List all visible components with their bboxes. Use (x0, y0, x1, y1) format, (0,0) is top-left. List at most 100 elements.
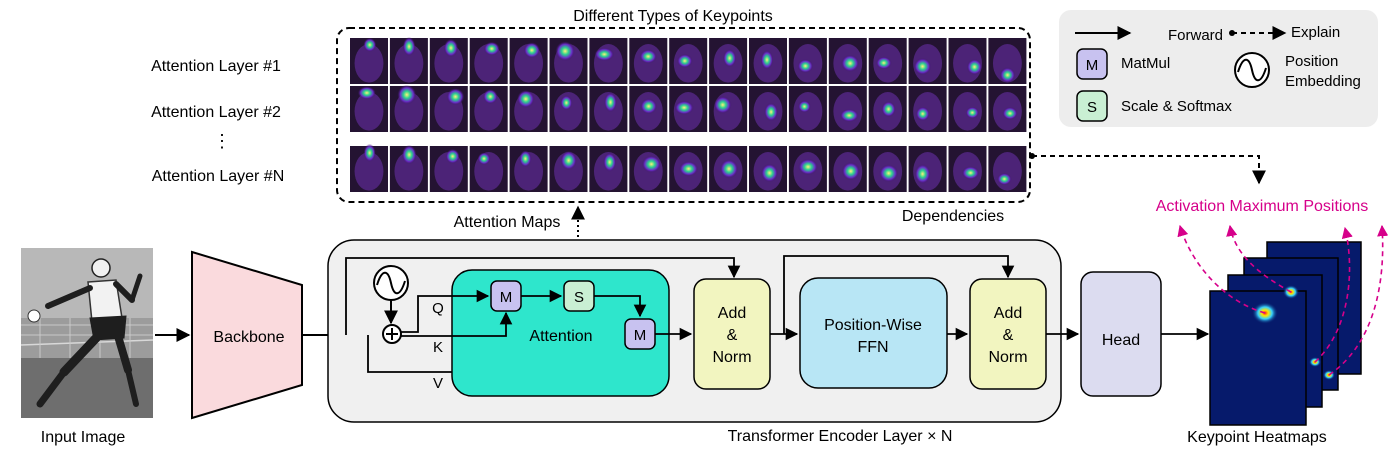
attention-maps-frame (336, 27, 1031, 203)
attention-map-thumbnail (828, 86, 867, 132)
softmax-legend-symbol (1076, 90, 1108, 122)
legend-explain: Explain (1291, 24, 1340, 41)
attention-map-thumbnail (828, 146, 867, 192)
attention-map-thumbnail (669, 146, 708, 192)
attention-label: Attention (529, 328, 592, 345)
attention-map-thumbnail (709, 146, 748, 192)
attention-map-thumbnail (709, 86, 748, 132)
v-label: V (433, 375, 443, 392)
activation-arrow-3 (1314, 226, 1353, 363)
encoder-layer-label: Transformer Encoder Layer × N (728, 428, 953, 445)
activation-arrow-2 (1226, 224, 1292, 293)
residual-path-1 (345, 257, 741, 335)
attention-map-thumbnail (589, 86, 628, 132)
attention-map-thumbnail (629, 86, 668, 132)
legend-softmax: Scale & Softmax (1121, 98, 1232, 115)
attention-map-thumbnail (788, 86, 827, 132)
attention-map-thumbnail (948, 146, 987, 192)
attention-map-thumbnail (549, 86, 588, 132)
attention-map-thumbnail (429, 146, 468, 192)
attention-layer-2-label: Attention Layer #2 (151, 104, 281, 121)
dependencies-explain-arrow (1032, 155, 1266, 185)
attention-map-thumbnail (429, 38, 468, 84)
legend-position-embedding-line2: Embedding (1285, 73, 1361, 90)
attention-map-thumbnail (589, 146, 628, 192)
add-norm-2-line2: & (1003, 327, 1014, 344)
vertical-ellipsis: ⋮ (213, 131, 231, 151)
input-image-label: Input Image (41, 429, 126, 446)
attention-map-thumbnail (908, 38, 947, 84)
legend-box (1059, 10, 1378, 127)
add-norm-1-line2: & (727, 327, 738, 344)
attention-map-thumbnail (469, 86, 508, 132)
attention-map-thumbnail (749, 86, 787, 132)
attention-map-thumbnail (988, 86, 1027, 132)
attention-map-thumbnail (868, 38, 907, 84)
attention-map-thumbnail (389, 144, 428, 192)
add-operator-icon (382, 324, 402, 344)
dependencies-label: Dependencies (902, 208, 1004, 225)
position-embedding-legend-icon (1234, 52, 1270, 88)
attention-map-thumbnail (469, 38, 508, 84)
attention-map-thumbnail (629, 146, 668, 192)
attention-map-thumbnail (908, 86, 947, 132)
attention-map-thumbnail (469, 146, 508, 192)
ffn-line1: Position-Wise (824, 317, 922, 334)
activation-arrow-1 (1177, 224, 1266, 314)
attention-map-thumbnail (669, 38, 708, 84)
attention-map-thumbnail (908, 146, 947, 192)
attention-map-thumbnail (868, 86, 907, 132)
attention-map-thumbnail (828, 38, 867, 84)
ffn-block (799, 277, 948, 389)
keypoint-types-title: Different Types of Keypoints (573, 8, 773, 25)
attention-layer-n-label: Attention Layer #N (152, 168, 285, 185)
activation-max-label: Activation Maximum Positions (1156, 198, 1369, 215)
legend-matmul: MatMul (1121, 55, 1170, 72)
backbone-block (191, 250, 303, 420)
matmul-legend-letter: M (1086, 57, 1099, 74)
attention-map-thumbnail (948, 38, 987, 84)
matmul-qk-letter: M (500, 289, 513, 306)
attention-map-thumbnail (350, 143, 388, 192)
softmax-to-matmul-arrow (594, 295, 647, 318)
attention-map-thumbnail (549, 38, 588, 84)
add-norm-1-line1: Add (718, 305, 746, 322)
ffn-line2: FFN (857, 339, 888, 356)
attention-map-thumbnail (868, 146, 907, 192)
k-label: K (433, 339, 443, 356)
attention-map-thumbnail (589, 38, 628, 84)
keypoint-heatmaps-label: Keypoint Heatmaps (1187, 429, 1327, 446)
activation-arrow-4 (1328, 224, 1389, 376)
attention-map-thumbnail (988, 38, 1027, 84)
legend-position-embedding-line1: Position (1285, 53, 1338, 70)
attention-map-thumbnail (509, 86, 548, 132)
attention-map-thumbnail (669, 86, 708, 132)
attention-map-thumbnail (549, 146, 588, 192)
attention-layer-1-label: Attention Layer #1 (151, 58, 281, 75)
matmul-legend-symbol (1076, 48, 1108, 80)
head-label: Head (1102, 332, 1140, 349)
matmul-v-letter: M (634, 327, 647, 344)
key-path (400, 311, 513, 337)
softmax-legend-letter: S (1087, 99, 1097, 116)
attention-map-thumbnail (948, 86, 987, 132)
attention-map-thumbnail (988, 146, 1027, 192)
attention-map-thumbnail (749, 146, 787, 192)
residual-path-2 (783, 255, 1015, 334)
softmax-letter: S (574, 289, 584, 306)
query-path (400, 289, 490, 333)
add-norm-2-line1: Add (994, 305, 1022, 322)
add-norm-1-line3: Norm (712, 349, 751, 366)
add-norm-2-line3: Norm (988, 349, 1027, 366)
keypoint-heatmaps (1209, 241, 1362, 426)
legend-forward: Forward (1168, 27, 1223, 44)
attention-map-thumbnail (389, 84, 428, 132)
q-label: Q (432, 300, 444, 317)
attention-map-thumbnail (749, 38, 787, 84)
attention-map-thumbnail (509, 38, 548, 84)
attention-map-thumbnail (788, 38, 827, 84)
attention-map-grid (350, 36, 1027, 192)
attention-map-thumbnail (350, 86, 388, 132)
attention-map-thumbnail (788, 146, 827, 192)
